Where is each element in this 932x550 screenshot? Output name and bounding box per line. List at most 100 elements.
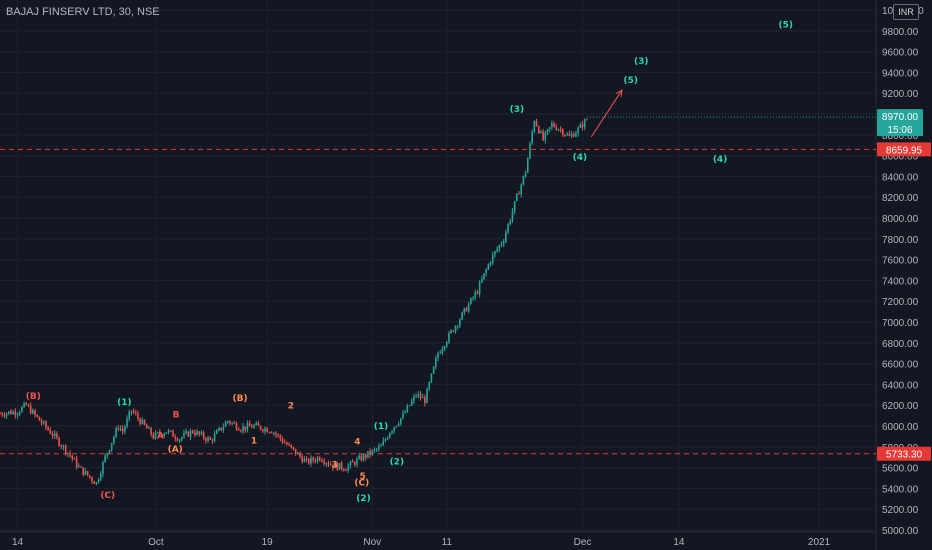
candle-body [513, 200, 516, 212]
wave-label: (3) [634, 57, 649, 67]
candle-body [21, 407, 23, 413]
wave-label: 3 [331, 461, 337, 471]
wave-label: 4 [354, 438, 360, 448]
candle-body [167, 430, 170, 433]
candle-body [421, 397, 424, 399]
y-tick-label: 8200.00 [882, 193, 919, 204]
candle-body [43, 421, 45, 424]
candle-body [194, 432, 196, 435]
candle-body [128, 412, 131, 419]
candle-body [93, 481, 95, 484]
candle-body [437, 353, 439, 359]
candle-body [349, 461, 352, 466]
candle-body [183, 433, 185, 438]
wave-label: (4) [573, 153, 588, 163]
candle-body [211, 439, 214, 441]
candle-body [450, 330, 452, 333]
candle-body [375, 448, 378, 450]
candle-body [47, 427, 49, 430]
candle-body [329, 464, 332, 466]
currency-badge[interactable]: INR [893, 4, 919, 20]
candle-body [336, 463, 339, 470]
candle-body [178, 439, 181, 441]
candle-body [27, 404, 30, 406]
candle-body [481, 279, 483, 283]
candle-body [364, 454, 367, 458]
candle-body [154, 432, 157, 439]
y-tick-label: 5400.00 [882, 484, 919, 495]
candle-body [3, 415, 6, 417]
candle-body [198, 431, 201, 435]
candle-body [5, 413, 8, 417]
candle-body [415, 395, 417, 397]
candle-body [80, 466, 82, 468]
candle-body [356, 458, 358, 465]
candle-body [338, 462, 341, 470]
candle-body [67, 452, 69, 454]
candle-body [174, 436, 176, 439]
wave-label: (4) [713, 155, 728, 165]
wave-label: (B) [26, 392, 41, 402]
candle-body [64, 445, 67, 454]
candle-body [108, 449, 111, 454]
candle-body [371, 450, 374, 455]
candle-body [564, 135, 566, 137]
candle-body [12, 411, 14, 415]
candle-body [445, 342, 448, 347]
candle-body [399, 418, 402, 424]
candle-body [251, 426, 253, 428]
candle-body [314, 460, 317, 462]
candle-body [159, 432, 161, 435]
candle-body [233, 422, 236, 424]
candle-body [121, 428, 124, 432]
candle-body [222, 426, 225, 431]
candle-body [358, 455, 360, 459]
y-tick-label: 8000.00 [882, 214, 919, 225]
candle-body [378, 446, 380, 449]
candle-body [432, 366, 435, 374]
candle-body [268, 432, 271, 434]
candle-body [216, 430, 218, 434]
candle-body [347, 465, 350, 471]
candle-body [91, 477, 93, 482]
time-axis[interactable]: 14 Oct 19 Nov 11 Dec 14 2021 [12, 537, 831, 548]
level-tag-label: 8659.95 [886, 145, 923, 156]
candle-body [562, 129, 564, 136]
candle-body [104, 455, 106, 462]
candle-body [272, 432, 275, 434]
candle-body [483, 273, 485, 280]
candle-body [14, 411, 17, 415]
x-tick-label: Dec [574, 537, 592, 548]
candle-body [577, 127, 579, 134]
candle-body [288, 444, 290, 446]
candle-body [520, 184, 523, 195]
x-tick-label: 19 [262, 537, 274, 548]
candle-body [303, 458, 306, 463]
candle-body [380, 445, 382, 447]
candle-body [0, 413, 1, 415]
candle-body [498, 245, 501, 250]
symbol-title[interactable]: BAJAJ FINSERV LTD, 30, NSE [6, 6, 160, 18]
candle-body [82, 467, 85, 475]
candle-body [568, 133, 571, 136]
candle-body [323, 461, 325, 464]
candle-body [172, 430, 174, 437]
level-tag [877, 142, 931, 157]
candle-body [220, 427, 222, 431]
candle-body [170, 430, 172, 432]
candle-body [461, 312, 463, 320]
candle-body [139, 418, 141, 425]
wave-label: A [157, 431, 164, 441]
candle-body [71, 455, 74, 459]
y-tick-label: 9400.00 [882, 68, 919, 79]
y-tick-label: 8600.00 [882, 152, 919, 163]
x-tick-label: 2021 [808, 537, 831, 548]
candle-body [189, 430, 192, 437]
candle-body [134, 412, 137, 414]
candle-body [277, 434, 279, 436]
candle-body [73, 458, 76, 460]
candle-body [78, 466, 80, 468]
candle-body [367, 451, 369, 458]
candle-body [452, 330, 455, 332]
